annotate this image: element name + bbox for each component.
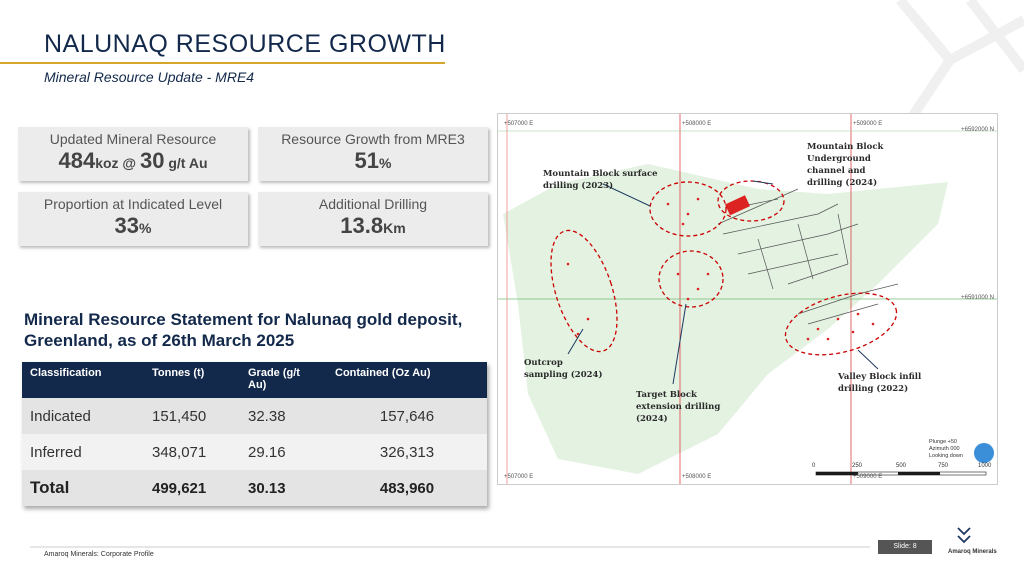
scale-label: 1000 — [978, 463, 992, 469]
title: NALUNAQ RESOURCE GROWTH — [44, 30, 446, 58]
orientation-text: Looking down — [929, 453, 963, 459]
watermark — [896, 0, 1024, 120]
footer-text: Amaroq Minerals: Corporate Profile — [44, 551, 154, 558]
column-header: Contained (Oz Au) — [327, 362, 487, 398]
map-drawing — [498, 114, 997, 484]
column-header: Tonnes (t) — [144, 362, 240, 398]
orientation-text: Plunge +50 — [929, 439, 957, 445]
easting-label: +509000 E — [853, 121, 883, 127]
stat-value-part: 30 — [139, 148, 165, 173]
table-cell: 29.16 — [240, 434, 327, 470]
stat-card: Proportion at Indicated Level 33% — [18, 192, 248, 246]
stat-value-part: % — [379, 155, 392, 171]
stat-value-part: Km — [383, 220, 406, 236]
stat-card: Updated Mineral Resource 484koz @ 30 g/t … — [18, 127, 248, 181]
table-cell: 499,621 — [144, 470, 240, 506]
scale-label: 250 — [852, 463, 863, 469]
table-cell: 151,450 — [144, 398, 240, 434]
stat-card: Resource Growth from MRE3 51% — [258, 127, 488, 181]
map-annotation: Outcrop sampling (2024) — [524, 358, 603, 380]
table-cell: 326,313 — [327, 434, 487, 470]
stat-value-part: g/t Au — [164, 155, 208, 171]
stat-card: Additional Drilling 13.8Km — [258, 192, 488, 246]
column-header: Grade (g/t Au) — [240, 362, 327, 398]
map-annotation: Target Block extension drilling (2024) — [636, 390, 721, 424]
easting-label: +508000 E — [682, 121, 712, 127]
stat-value: 484koz @ 30 g/t Au — [18, 148, 248, 174]
table-cell: Indicated — [22, 398, 144, 434]
stat-label: Resource Growth from MRE3 — [281, 131, 465, 147]
map-annotation: Mountain Block Underground channel and d… — [807, 142, 884, 188]
scale-label: 500 — [896, 463, 907, 469]
table-cell: Inferred — [22, 434, 144, 470]
map-annotation: Valley Block infill drilling (2022) — [838, 372, 922, 394]
stat-value-part: 484 — [58, 148, 96, 173]
table-row: Total 499,621 30.13 483,960 — [22, 470, 487, 506]
stat-value-part: 33 — [114, 213, 140, 238]
stat-value-part: 13.8 — [340, 213, 384, 238]
stat-value: 51% — [258, 148, 488, 174]
stat-value: 13.8Km — [258, 213, 488, 239]
title-rule — [0, 62, 445, 64]
stat-label: Updated Mineral Resource — [49, 131, 217, 147]
table-cell: 30.13 — [240, 470, 327, 506]
stat-value: 33% — [18, 213, 248, 239]
northing-label: +6591000 N — [961, 295, 994, 301]
table-title: Mineral Resource Statement for Nalunaq g… — [24, 310, 463, 350]
table-cell: 32.38 — [240, 398, 327, 434]
orientation-text: Azimuth 000 — [929, 446, 960, 452]
easting-label: +508000 E — [682, 474, 712, 480]
map: +507000 E +507000 E +508000 E +508000 E +509… — [497, 113, 998, 485]
table-cell: Total — [22, 470, 144, 506]
easting-label: +509000 E — [853, 474, 883, 480]
scale-label: 0 — [812, 463, 816, 469]
scale-label: 750 — [938, 463, 949, 469]
slide-number: Slide: 8 — [878, 540, 932, 554]
table-cell: 348,071 — [144, 434, 240, 470]
stat-value-part: koz @ — [95, 155, 140, 171]
northing-label: +6592000 N — [961, 127, 994, 133]
stat-value-part: % — [139, 220, 152, 236]
orientation-globe — [974, 443, 994, 463]
table-row: Indicated 151,450 32.38 157,646 — [22, 398, 487, 434]
column-header: Classification — [22, 362, 144, 398]
stat-label: Proportion at Indicated Level — [43, 196, 223, 212]
stat-value-part: 51 — [354, 148, 380, 173]
logo-text: Amaroq Minerals — [948, 549, 997, 555]
easting-label: +507000 E — [504, 474, 534, 480]
table-cell: 483,960 — [327, 470, 487, 506]
subtitle: Mineral Resource Update - MRE4 — [44, 69, 255, 85]
resource-table: Classification Tonnes (t) Grade (g/t Au) Co… — [22, 362, 487, 506]
table-row: Inferred 348,071 29.16 326,313 — [22, 434, 487, 470]
map-annotation: Mountain Block surface drilling (2023) — [543, 169, 658, 191]
table-cell: 157,646 — [327, 398, 487, 434]
easting-label: +507000 E — [504, 121, 534, 127]
stat-label: Additional Drilling — [318, 196, 428, 212]
